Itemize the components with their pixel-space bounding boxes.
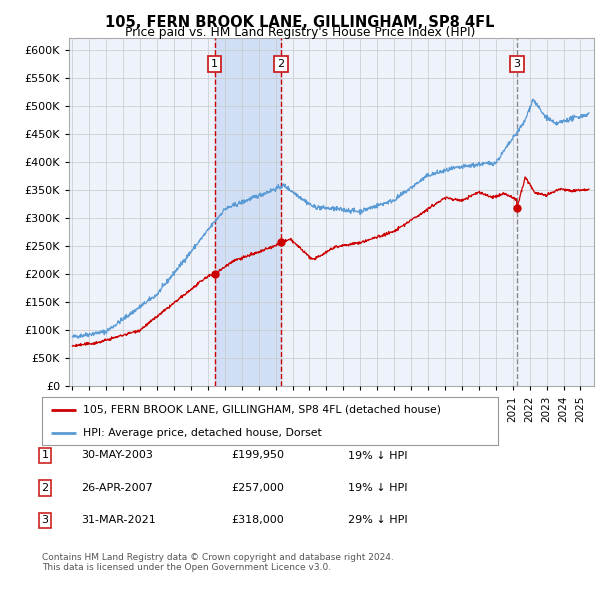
- Text: £257,000: £257,000: [231, 483, 284, 493]
- Text: 30-MAY-2003: 30-MAY-2003: [81, 451, 153, 460]
- Text: Contains HM Land Registry data © Crown copyright and database right 2024.: Contains HM Land Registry data © Crown c…: [42, 553, 394, 562]
- Text: Price paid vs. HM Land Registry's House Price Index (HPI): Price paid vs. HM Land Registry's House …: [125, 26, 475, 39]
- Text: 2: 2: [277, 58, 284, 68]
- Text: 2: 2: [41, 483, 49, 493]
- Text: 105, FERN BROOK LANE, GILLINGHAM, SP8 4FL (detached house): 105, FERN BROOK LANE, GILLINGHAM, SP8 4F…: [83, 405, 441, 415]
- Text: 3: 3: [514, 58, 520, 68]
- Text: 1: 1: [211, 58, 218, 68]
- Text: 19% ↓ HPI: 19% ↓ HPI: [348, 483, 407, 493]
- Text: £318,000: £318,000: [231, 516, 284, 525]
- Text: 26-APR-2007: 26-APR-2007: [81, 483, 153, 493]
- Text: This data is licensed under the Open Government Licence v3.0.: This data is licensed under the Open Gov…: [42, 563, 331, 572]
- Text: 29% ↓ HPI: 29% ↓ HPI: [348, 516, 407, 525]
- Text: 19% ↓ HPI: 19% ↓ HPI: [348, 451, 407, 460]
- Text: 31-MAR-2021: 31-MAR-2021: [81, 516, 156, 525]
- Text: 1: 1: [41, 451, 49, 460]
- Bar: [215, 38, 281, 386]
- Text: 3: 3: [41, 516, 49, 525]
- Text: HPI: Average price, detached house, Dorset: HPI: Average price, detached house, Dors…: [83, 428, 322, 438]
- Text: 105, FERN BROOK LANE, GILLINGHAM, SP8 4FL: 105, FERN BROOK LANE, GILLINGHAM, SP8 4F…: [105, 15, 495, 30]
- Text: £199,950: £199,950: [231, 451, 284, 460]
